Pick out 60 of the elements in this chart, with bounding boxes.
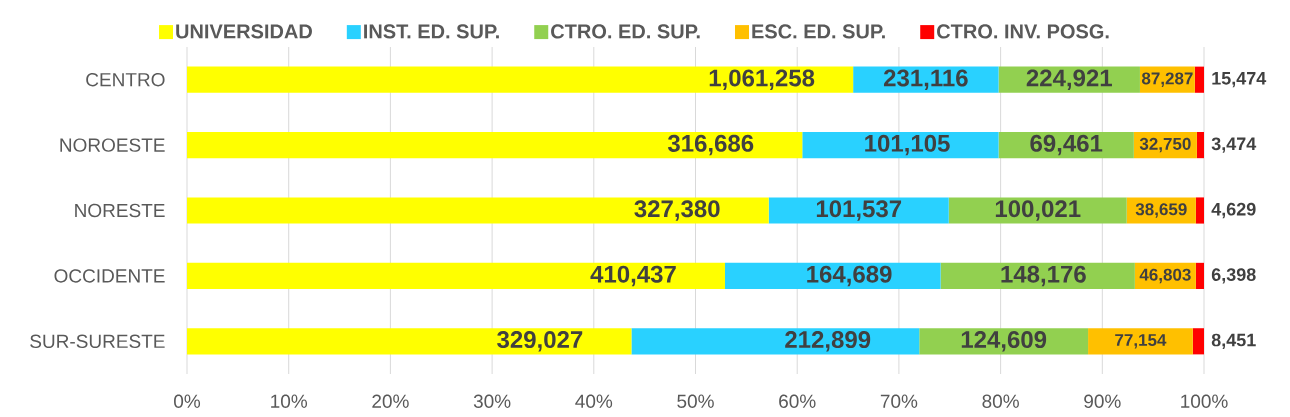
annotation: 15,474 [1212, 72, 1267, 88]
annotation: 101,537 [816, 200, 902, 221]
legend-label: CTRO. ED. SUP. [551, 24, 700, 39]
annotation: 316,686 [667, 134, 754, 156]
bar [1194, 66, 1205, 93]
annotation: 38,659 [1135, 203, 1187, 218]
annotation: 6,398 [1211, 268, 1256, 284]
bar [187, 197, 769, 224]
y-tick-label: OCCIDENTE [54, 269, 165, 283]
annotation: 212,899 [785, 331, 871, 352]
annotation: 124,609 [961, 331, 1047, 352]
x-tick-label: 30% [473, 394, 511, 408]
bar [631, 328, 920, 355]
annotation: 3,474 [1211, 137, 1257, 153]
bar [948, 197, 1127, 224]
legend-label: UNIVERSIDAD [176, 24, 312, 39]
bar [1088, 328, 1193, 355]
legend-label: ESC. ED. SUP. [752, 24, 885, 39]
annotation: 327,380 [634, 200, 720, 221]
annotation: 231,116 [883, 69, 968, 90]
annotation: 329,027 [497, 331, 583, 352]
x-tick-label: 0% [174, 394, 201, 408]
x-tick-label: 80% [982, 394, 1019, 408]
bar [1196, 132, 1205, 159]
annotation: 101,105 [865, 134, 950, 156]
y-tick-label: CENTRO [86, 72, 165, 87]
bar [1192, 328, 1205, 355]
annotation: 410,437 [590, 265, 676, 287]
bar [1195, 262, 1205, 289]
annotation: 1,061,258 [709, 69, 815, 90]
legend-label: CTRO. INV. POSG. [937, 24, 1109, 39]
annotation: 100,021 [995, 200, 1081, 221]
annotation: 46,803 [1139, 268, 1191, 284]
x-tick-label: 40% [575, 394, 613, 408]
annotation: 77,154 [1115, 334, 1167, 349]
y-tick-label: SUR-SURESTE [30, 334, 165, 349]
bar [187, 328, 632, 355]
annotation: 148,176 [1001, 265, 1086, 287]
x-tick-label: 50% [677, 394, 714, 408]
annotation: 4,629 [1211, 202, 1256, 219]
legend-label: INST. ED. SUP. [364, 24, 499, 39]
annotation: 32,750 [1139, 137, 1191, 153]
x-tick-label: 60% [779, 394, 816, 408]
bar [187, 132, 803, 159]
bar [187, 262, 725, 289]
annotation: 224,921 [1026, 69, 1112, 90]
bar [1195, 197, 1205, 224]
bar [768, 197, 949, 224]
annotation: 164,689 [807, 265, 892, 287]
x-tick-label: 20% [372, 394, 409, 408]
annotation: 8,451 [1211, 333, 1256, 349]
y-tick-label: NOROESTE [60, 138, 165, 152]
x-tick-label: 100% [1181, 394, 1228, 408]
x-tick-label: 70% [880, 394, 918, 408]
x-tick-label: 10% [271, 394, 308, 408]
y-tick-label: NORESTE [75, 203, 165, 218]
annotation: 87,287 [1141, 72, 1193, 87]
x-tick-label: 90% [1084, 394, 1121, 408]
annotation: 69,461 [1030, 134, 1103, 156]
bar [187, 66, 854, 93]
